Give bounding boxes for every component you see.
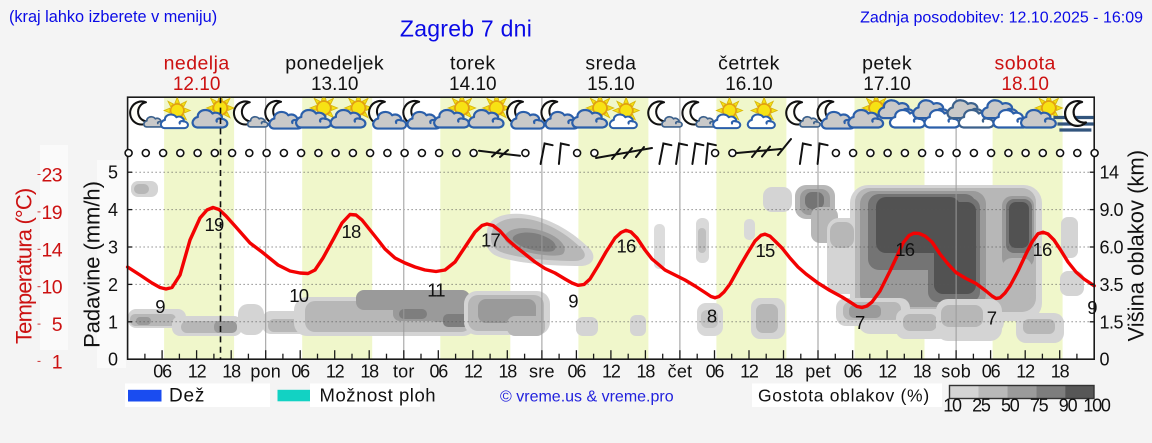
svg-text:16: 16 xyxy=(1033,239,1052,260)
svg-text:6.0: 6.0 xyxy=(1100,238,1124,258)
svg-text:50: 50 xyxy=(1001,396,1020,416)
svg-text:16.10: 16.10 xyxy=(725,74,773,95)
svg-text:1: 1 xyxy=(108,312,118,332)
svg-text:Temperatura (°C): Temperatura (°C) xyxy=(12,189,37,344)
svg-text:tor: tor xyxy=(393,362,415,382)
svg-text:četrtek: četrtek xyxy=(718,53,780,75)
svg-text:06: 06 xyxy=(982,362,1001,382)
svg-text:nedelja: nedelja xyxy=(164,53,230,75)
svg-text:ponedeljek: ponedeljek xyxy=(285,53,384,75)
svg-text:18.10: 18.10 xyxy=(1001,74,1049,95)
svg-text:petek: petek xyxy=(862,53,912,75)
svg-text:(kraj lahko izberete v meniju): (kraj lahko izberete v meniju) xyxy=(9,8,217,26)
svg-text:06: 06 xyxy=(568,362,587,382)
svg-text:12: 12 xyxy=(602,362,621,382)
svg-text:17.10: 17.10 xyxy=(863,74,911,95)
svg-text:4: 4 xyxy=(108,200,118,220)
svg-text:10: 10 xyxy=(42,277,63,299)
svg-text:sreda: sreda xyxy=(585,53,636,75)
svg-text:8: 8 xyxy=(707,305,717,326)
svg-text:14: 14 xyxy=(1100,163,1120,183)
svg-text:13.10: 13.10 xyxy=(311,74,359,95)
svg-text:5: 5 xyxy=(52,314,63,336)
svg-text:2: 2 xyxy=(108,275,118,295)
svg-text:16: 16 xyxy=(895,239,914,260)
svg-text:sre: sre xyxy=(529,362,555,382)
svg-text:16: 16 xyxy=(617,236,636,257)
svg-text:14: 14 xyxy=(42,239,63,261)
svg-text:12: 12 xyxy=(1016,362,1035,382)
svg-text:06: 06 xyxy=(706,362,725,382)
svg-text:Gostota oblakov (%): Gostota oblakov (%) xyxy=(758,386,930,406)
svg-text:06: 06 xyxy=(291,362,310,382)
svg-text:Možnost ploh: Možnost ploh xyxy=(320,385,437,406)
svg-text:18: 18 xyxy=(775,362,794,382)
svg-text:18: 18 xyxy=(360,362,379,382)
svg-text:12.10: 12.10 xyxy=(173,74,221,95)
svg-text:sobota: sobota xyxy=(995,53,1056,75)
svg-text:23: 23 xyxy=(42,165,63,187)
svg-text:9: 9 xyxy=(155,296,165,317)
svg-text:12: 12 xyxy=(740,362,759,382)
svg-text:pet: pet xyxy=(805,362,831,382)
svg-text:11: 11 xyxy=(427,280,445,301)
svg-text:čet: čet xyxy=(668,362,693,382)
svg-text:5: 5 xyxy=(108,163,118,183)
svg-text:0: 0 xyxy=(108,350,118,370)
svg-text:90: 90 xyxy=(1059,396,1078,416)
svg-text:15.10: 15.10 xyxy=(587,74,635,95)
svg-text:12: 12 xyxy=(326,362,345,382)
svg-text:Višina oblakov (km): Višina oblakov (km) xyxy=(1124,150,1149,342)
svg-text:9: 9 xyxy=(568,290,578,311)
svg-text:18: 18 xyxy=(498,362,517,382)
svg-text:1: 1 xyxy=(52,351,62,373)
svg-text:18: 18 xyxy=(342,221,361,242)
svg-text:06: 06 xyxy=(429,362,448,382)
svg-text:Dež: Dež xyxy=(169,386,205,407)
svg-text:15: 15 xyxy=(756,240,775,261)
svg-text:18: 18 xyxy=(637,362,656,382)
svg-text:1.5: 1.5 xyxy=(1100,312,1124,332)
svg-text:14.10: 14.10 xyxy=(449,74,497,95)
svg-text:12: 12 xyxy=(464,362,483,382)
svg-text:100: 100 xyxy=(1083,396,1111,416)
svg-text:17: 17 xyxy=(481,230,500,251)
svg-text:18: 18 xyxy=(913,362,932,382)
svg-text:18: 18 xyxy=(1051,362,1070,382)
svg-text:0: 0 xyxy=(1100,350,1110,370)
svg-text:7: 7 xyxy=(855,312,865,333)
svg-text:3: 3 xyxy=(108,238,118,258)
svg-text:18: 18 xyxy=(222,362,241,382)
svg-text:25: 25 xyxy=(972,396,991,416)
svg-text:pon: pon xyxy=(250,362,281,382)
svg-text:9: 9 xyxy=(1087,297,1097,318)
svg-text:10: 10 xyxy=(943,396,962,416)
svg-text:12: 12 xyxy=(878,362,897,382)
svg-text:12: 12 xyxy=(188,362,207,382)
svg-text:sob: sob xyxy=(941,362,971,382)
svg-text:06: 06 xyxy=(153,362,172,382)
svg-text:06: 06 xyxy=(844,362,863,382)
svg-text:torek: torek xyxy=(450,53,496,75)
svg-text:Zagreb 7 dni: Zagreb 7 dni xyxy=(400,16,532,42)
svg-text:© vreme.us & vreme.pro: © vreme.us & vreme.pro xyxy=(500,389,674,406)
svg-text:75: 75 xyxy=(1030,396,1049,416)
svg-text:19: 19 xyxy=(42,202,63,224)
svg-text:Padavine (mm/h): Padavine (mm/h) xyxy=(80,181,105,348)
svg-text:10: 10 xyxy=(289,285,308,306)
svg-text:7: 7 xyxy=(987,308,997,329)
svg-text:9.0: 9.0 xyxy=(1100,200,1124,220)
svg-text:3.5: 3.5 xyxy=(1100,275,1124,295)
svg-text:19: 19 xyxy=(205,214,224,235)
svg-text:Zadnja posodobitev: 12.10.2025: Zadnja posodobitev: 12.10.2025 - 16:09 xyxy=(860,10,1143,27)
